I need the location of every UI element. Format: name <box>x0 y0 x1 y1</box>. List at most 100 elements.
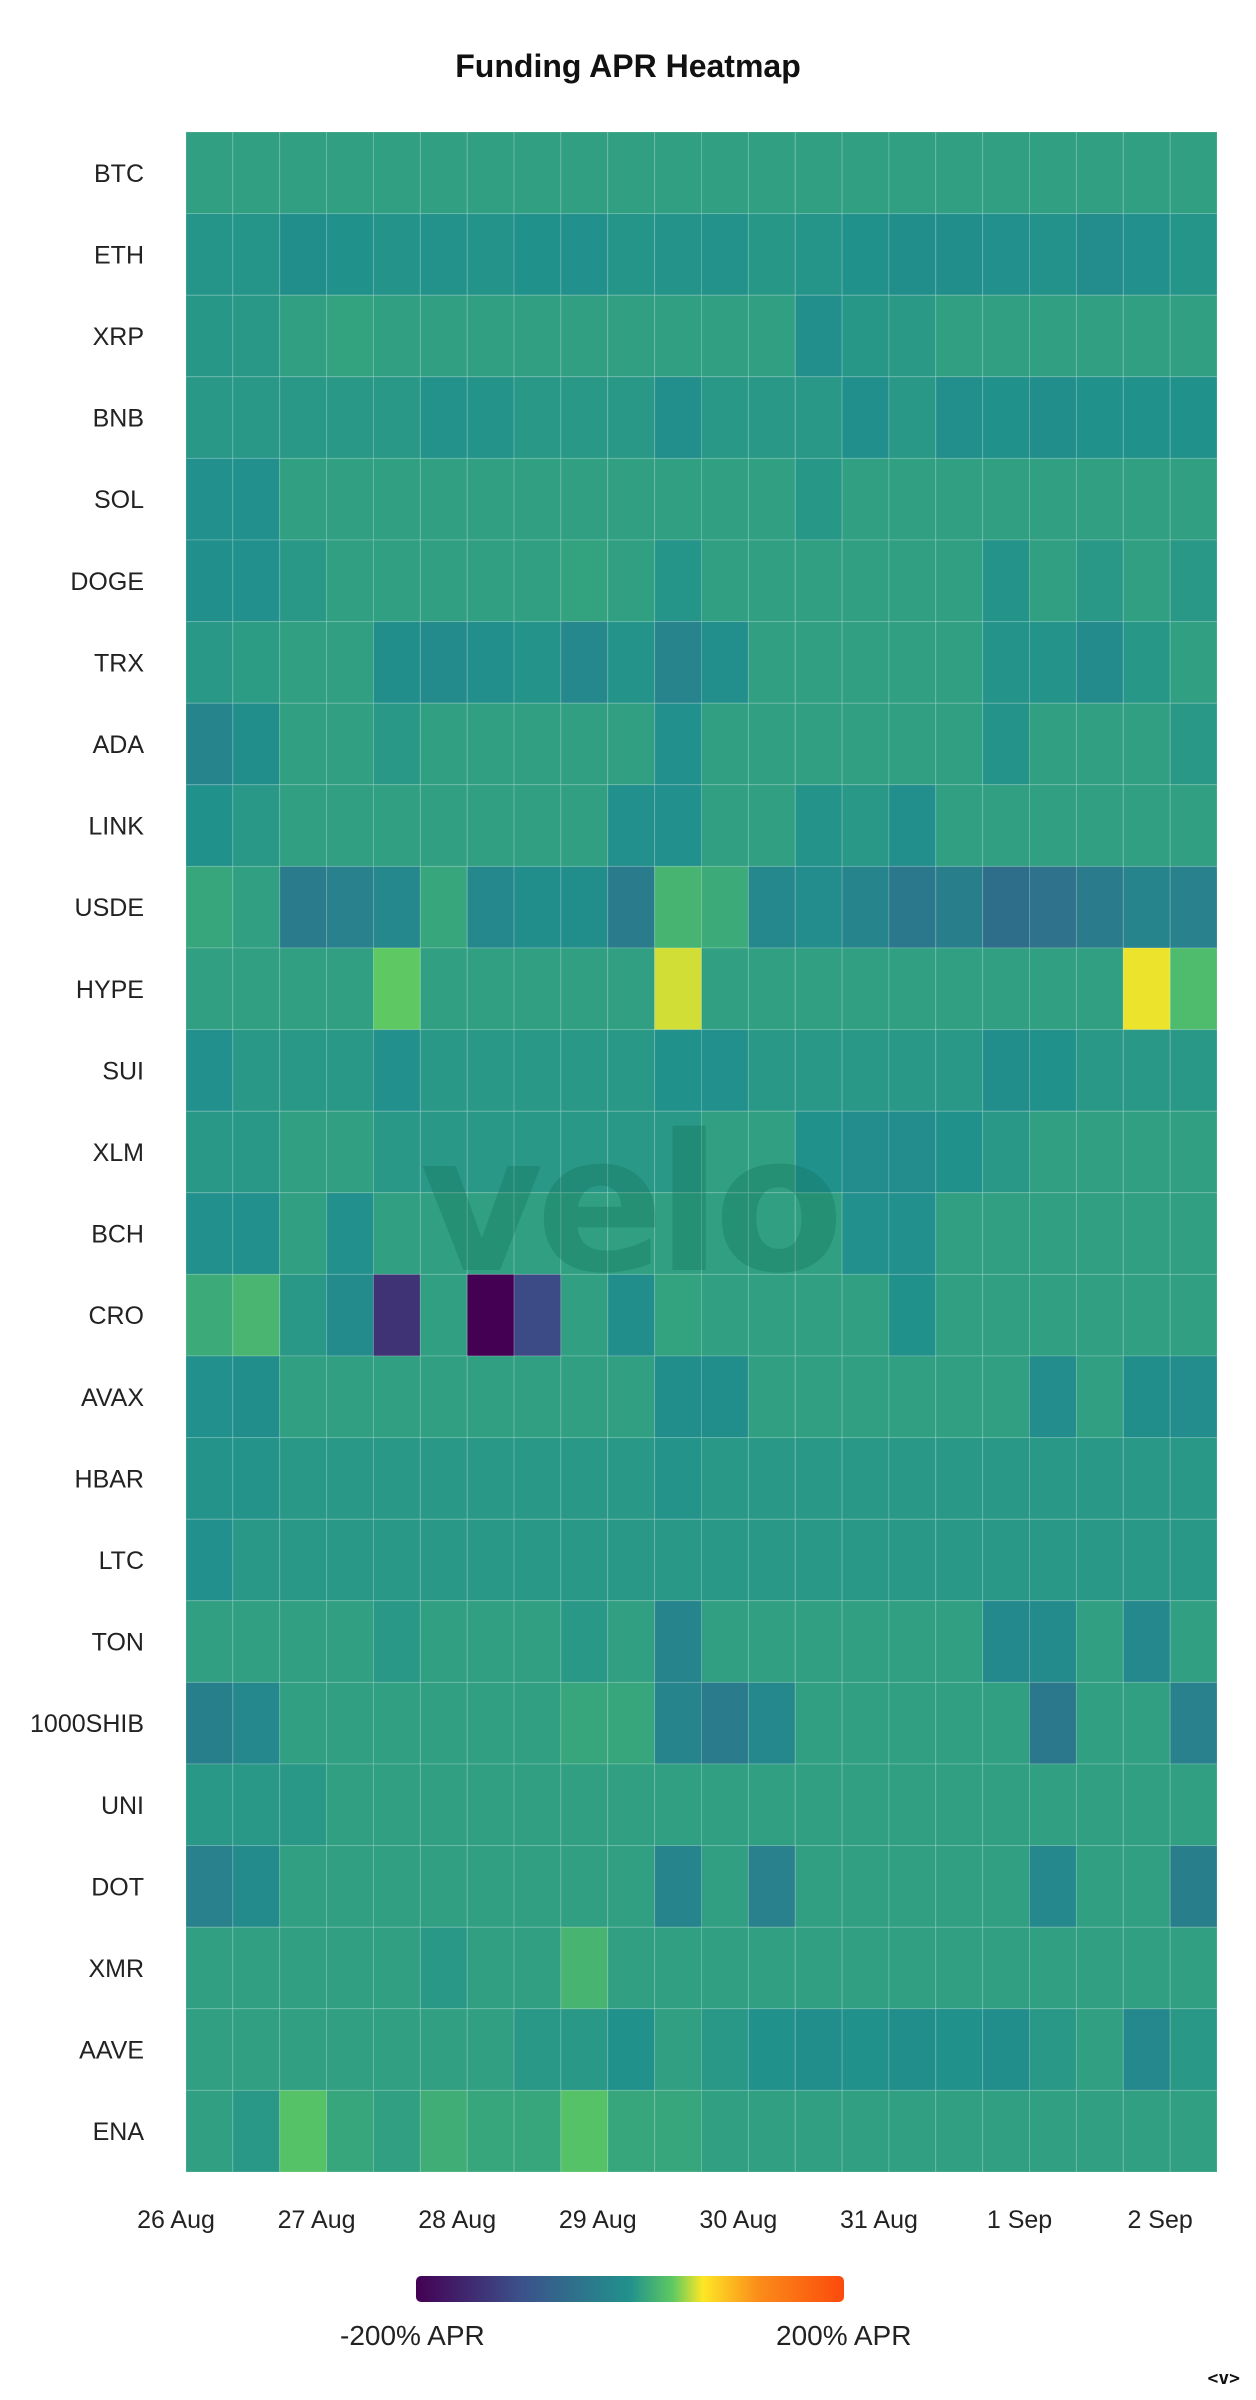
heatmap-cell[interactable] <box>419 131 468 215</box>
heatmap-cell[interactable] <box>794 947 843 1031</box>
heatmap-cell[interactable] <box>1075 947 1124 1031</box>
heatmap-cell[interactable] <box>888 947 937 1031</box>
heatmap-cell[interactable] <box>654 213 702 296</box>
heatmap-cell[interactable] <box>607 1763 656 1847</box>
heatmap-cell[interactable] <box>1122 1437 1171 1520</box>
heatmap-cell[interactable] <box>701 1681 749 1765</box>
heatmap-cell[interactable] <box>185 1763 234 1847</box>
heatmap-cell[interactable] <box>701 702 749 786</box>
heatmap-cell[interactable] <box>466 784 515 867</box>
heatmap-cell[interactable] <box>747 1763 796 1847</box>
heatmap-cell[interactable] <box>841 376 890 459</box>
heatmap-cell[interactable] <box>560 1845 609 1928</box>
heatmap-cell[interactable] <box>982 702 1031 786</box>
heatmap-cell[interactable] <box>607 131 656 215</box>
heatmap-cell[interactable] <box>372 1355 421 1439</box>
heatmap-cell[interactable] <box>794 784 843 867</box>
heatmap-cell[interactable] <box>466 1518 515 1602</box>
heatmap-cell[interactable] <box>326 539 374 623</box>
heatmap-cell[interactable] <box>419 294 468 378</box>
heatmap-cell[interactable] <box>513 865 562 949</box>
heatmap-cell[interactable] <box>607 1845 656 1928</box>
heatmap-cell[interactable] <box>701 1029 749 1112</box>
heatmap-cell[interactable] <box>701 457 749 541</box>
heatmap-cell[interactable] <box>466 131 515 215</box>
heatmap-cell[interactable] <box>1075 1926 1124 2010</box>
heatmap-cell[interactable] <box>185 1518 234 1602</box>
heatmap-cell[interactable] <box>326 1763 374 1847</box>
heatmap-cell[interactable] <box>185 1437 234 1520</box>
heatmap-cell[interactable] <box>982 947 1031 1031</box>
heatmap-cell[interactable] <box>185 1845 234 1928</box>
heatmap-cell[interactable] <box>232 1110 281 1194</box>
heatmap-cell[interactable] <box>1169 865 1218 949</box>
heatmap-cell[interactable] <box>419 1110 468 1194</box>
heatmap-cell[interactable] <box>982 1355 1031 1439</box>
heatmap-cell[interactable] <box>701 1110 749 1194</box>
heatmap-cell[interactable] <box>1075 1681 1124 1765</box>
heatmap-cell[interactable] <box>935 702 984 786</box>
heatmap-cell[interactable] <box>747 784 796 867</box>
heatmap-cell[interactable] <box>466 213 515 296</box>
heatmap-cell[interactable] <box>560 784 609 867</box>
heatmap-cell[interactable] <box>1075 784 1124 867</box>
heatmap-cell[interactable] <box>232 1273 281 1357</box>
heatmap-cell[interactable] <box>982 539 1031 623</box>
heatmap-cell[interactable] <box>372 1681 421 1765</box>
heatmap-cell[interactable] <box>419 1926 468 2010</box>
heatmap-cell[interactable] <box>841 1273 890 1357</box>
heatmap-cell[interactable] <box>701 1845 749 1928</box>
heatmap-cell[interactable] <box>1075 1763 1124 1847</box>
heatmap-cell[interactable] <box>1029 1437 1077 1520</box>
heatmap-cell[interactable] <box>747 1600 796 1683</box>
heatmap-cell[interactable] <box>560 621 609 704</box>
heatmap-cell[interactable] <box>607 1437 656 1520</box>
heatmap-cell[interactable] <box>935 213 984 296</box>
heatmap-cell[interactable] <box>888 865 937 949</box>
heatmap-cell[interactable] <box>1075 2089 1124 2173</box>
heatmap-cell[interactable] <box>982 457 1031 541</box>
heatmap-cell[interactable] <box>560 1518 609 1602</box>
heatmap-cell[interactable] <box>419 1763 468 1847</box>
heatmap-cell[interactable] <box>654 457 702 541</box>
heatmap-cell[interactable] <box>841 539 890 623</box>
heatmap-cell[interactable] <box>701 1192 749 1275</box>
heatmap-cell[interactable] <box>982 865 1031 949</box>
heatmap-cell[interactable] <box>466 2008 515 2091</box>
heatmap-cell[interactable] <box>607 2008 656 2091</box>
heatmap-cell[interactable] <box>1122 865 1171 949</box>
heatmap-cell[interactable] <box>560 1192 609 1275</box>
heatmap-cell[interactable] <box>935 376 984 459</box>
heatmap-cell[interactable] <box>560 865 609 949</box>
heatmap-cell[interactable] <box>888 1029 937 1112</box>
heatmap-cell[interactable] <box>747 2008 796 2091</box>
heatmap-cell[interactable] <box>794 1926 843 2010</box>
heatmap-cell[interactable] <box>607 457 656 541</box>
heatmap-cell[interactable] <box>513 1192 562 1275</box>
heatmap-cell[interactable] <box>888 457 937 541</box>
heatmap-cell[interactable] <box>513 131 562 215</box>
heatmap-cell[interactable] <box>841 1110 890 1194</box>
heatmap-cell[interactable] <box>607 1600 656 1683</box>
heatmap-cell[interactable] <box>747 702 796 786</box>
heatmap-cell[interactable] <box>372 457 421 541</box>
heatmap-cell[interactable] <box>701 784 749 867</box>
heatmap-cell[interactable] <box>607 1029 656 1112</box>
heatmap-cell[interactable] <box>1169 539 1218 623</box>
heatmap-cell[interactable] <box>841 294 890 378</box>
heatmap-cell[interactable] <box>701 1437 749 1520</box>
heatmap-cell[interactable] <box>560 1110 609 1194</box>
heatmap-cell[interactable] <box>1122 213 1171 296</box>
heatmap-cell[interactable] <box>1029 2008 1077 2091</box>
heatmap-cell[interactable] <box>466 1763 515 1847</box>
heatmap-cell[interactable] <box>560 457 609 541</box>
heatmap-cell[interactable] <box>654 131 702 215</box>
heatmap-cell[interactable] <box>747 621 796 704</box>
heatmap-cell[interactable] <box>1029 1518 1077 1602</box>
heatmap-cell[interactable] <box>232 1845 281 1928</box>
heatmap-cell[interactable] <box>1122 1763 1171 1847</box>
heatmap-cell[interactable] <box>232 1926 281 2010</box>
heatmap-cell[interactable] <box>513 1029 562 1112</box>
heatmap-cell[interactable] <box>841 1600 890 1683</box>
heatmap-cell[interactable] <box>513 621 562 704</box>
